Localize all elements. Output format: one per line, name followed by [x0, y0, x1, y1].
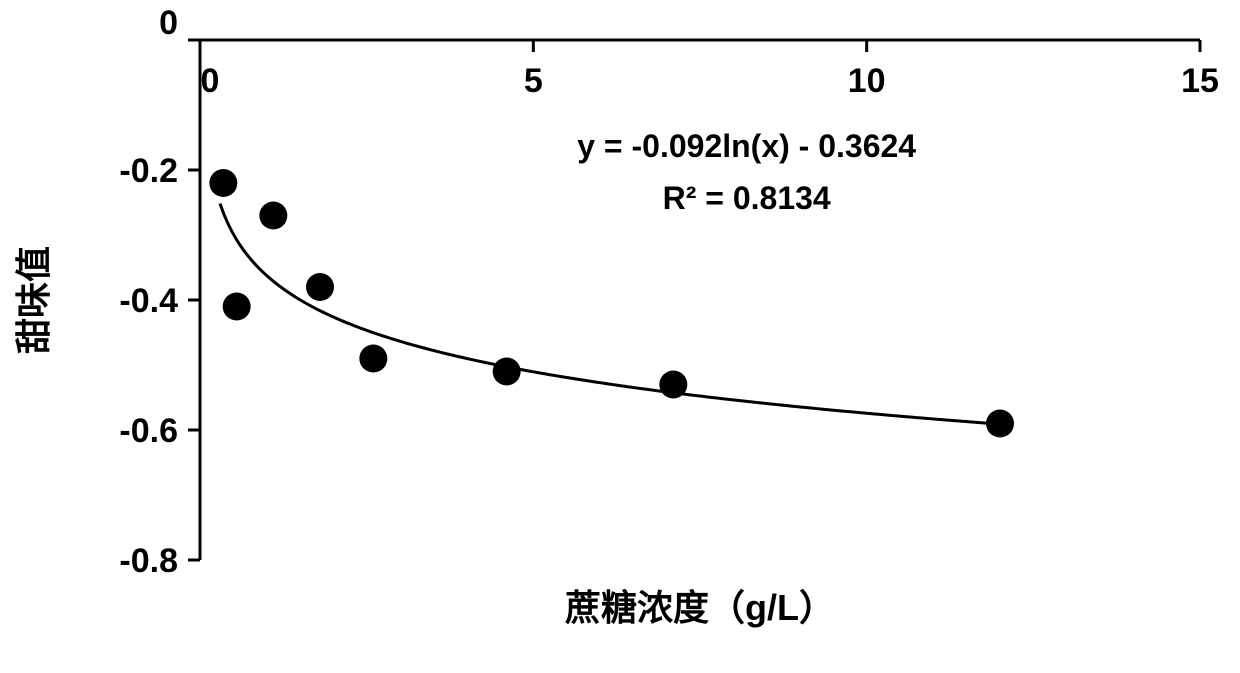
x-tick-label: 10 — [848, 62, 886, 100]
chart-container: 0 5 10 15 0 -0.2 -0.4 -0.6 -0.8 y = -0.092ln(x) -… — [0, 0, 1240, 673]
x-axis-label: 蔗糖浓度（g/L） — [565, 587, 835, 628]
fit-curve — [220, 204, 1013, 426]
data-point — [259, 202, 287, 230]
x-tick-label: 5 — [524, 62, 543, 100]
fit-r2: R² = 0.8134 — [663, 180, 831, 216]
y-tick-label: -0.6 — [119, 412, 178, 450]
y-axis-label: 甜味值 — [13, 246, 54, 354]
y-tick-label: -0.4 — [119, 282, 178, 320]
y-tick-label: -0.8 — [119, 542, 178, 580]
x-tick-label: 15 — [1181, 62, 1219, 100]
x-tick-label: 0 — [201, 62, 220, 100]
fit-equation: y = -0.092ln(x) - 0.3624 — [577, 128, 916, 164]
scatter-chart: 0 5 10 15 0 -0.2 -0.4 -0.6 -0.8 y = -0.092ln(x) -… — [0, 0, 1240, 673]
data-point — [986, 410, 1014, 438]
data-point — [359, 345, 387, 373]
data-point — [493, 358, 521, 386]
y-tick-label: -0.2 — [119, 152, 178, 190]
data-point — [659, 371, 687, 399]
y-tick-label: 0 — [159, 4, 178, 42]
data-point — [223, 293, 251, 321]
data-point — [306, 273, 334, 301]
data-point — [209, 169, 237, 197]
